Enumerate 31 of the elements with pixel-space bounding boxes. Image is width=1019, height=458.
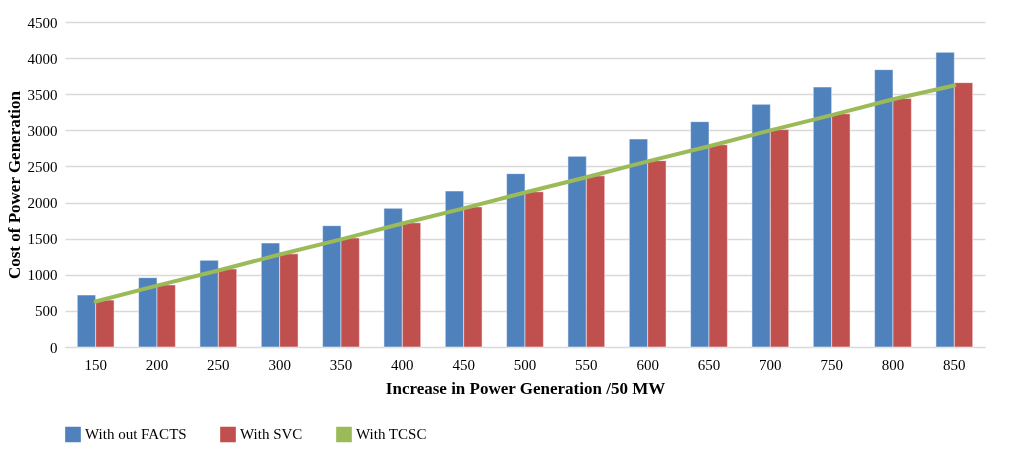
legend-label: With out FACTS bbox=[85, 426, 187, 443]
x-tick-label: 700 bbox=[759, 356, 782, 373]
y-tick-label: 1500 bbox=[27, 231, 58, 248]
x-tick-label: 500 bbox=[513, 356, 537, 373]
y-tick-label: 500 bbox=[35, 303, 58, 320]
x-tick-label: 150 bbox=[84, 356, 107, 373]
x-tick-label: 450 bbox=[452, 356, 475, 373]
x-tick-label: 650 bbox=[697, 356, 721, 373]
x-tick-label: 750 bbox=[820, 356, 843, 373]
x-tick-label: 400 bbox=[391, 356, 414, 373]
x-tick-label: 300 bbox=[268, 356, 291, 373]
y-tick-label: 3000 bbox=[27, 122, 58, 139]
y-tick-label: 2000 bbox=[27, 195, 58, 212]
x-tick-label: 350 bbox=[329, 356, 353, 373]
x-tick-label: 550 bbox=[575, 356, 598, 373]
x-tick-label: 250 bbox=[207, 356, 230, 373]
x-tick-label: 800 bbox=[881, 356, 905, 373]
legend-label: With TCSC bbox=[356, 426, 427, 443]
legend-label: With SVC bbox=[240, 426, 303, 443]
y-tick-label: 3500 bbox=[27, 86, 58, 103]
y-tick-label: 0 bbox=[50, 339, 58, 356]
x-axis-title: Increase in Power Generation /50 MW bbox=[385, 378, 666, 398]
x-tick-label: 600 bbox=[636, 356, 659, 373]
y-axis-title: Cost of Power Generation bbox=[4, 90, 24, 280]
x-tick-label: 850 bbox=[943, 356, 966, 373]
y-tick-label: 4000 bbox=[27, 50, 58, 67]
y-tick-label: 4500 bbox=[27, 14, 58, 31]
y-tick-label: 2500 bbox=[27, 158, 58, 175]
x-tick-label: 200 bbox=[145, 356, 169, 373]
y-tick-label: 1000 bbox=[27, 267, 58, 284]
line-series bbox=[93, 83, 957, 304]
